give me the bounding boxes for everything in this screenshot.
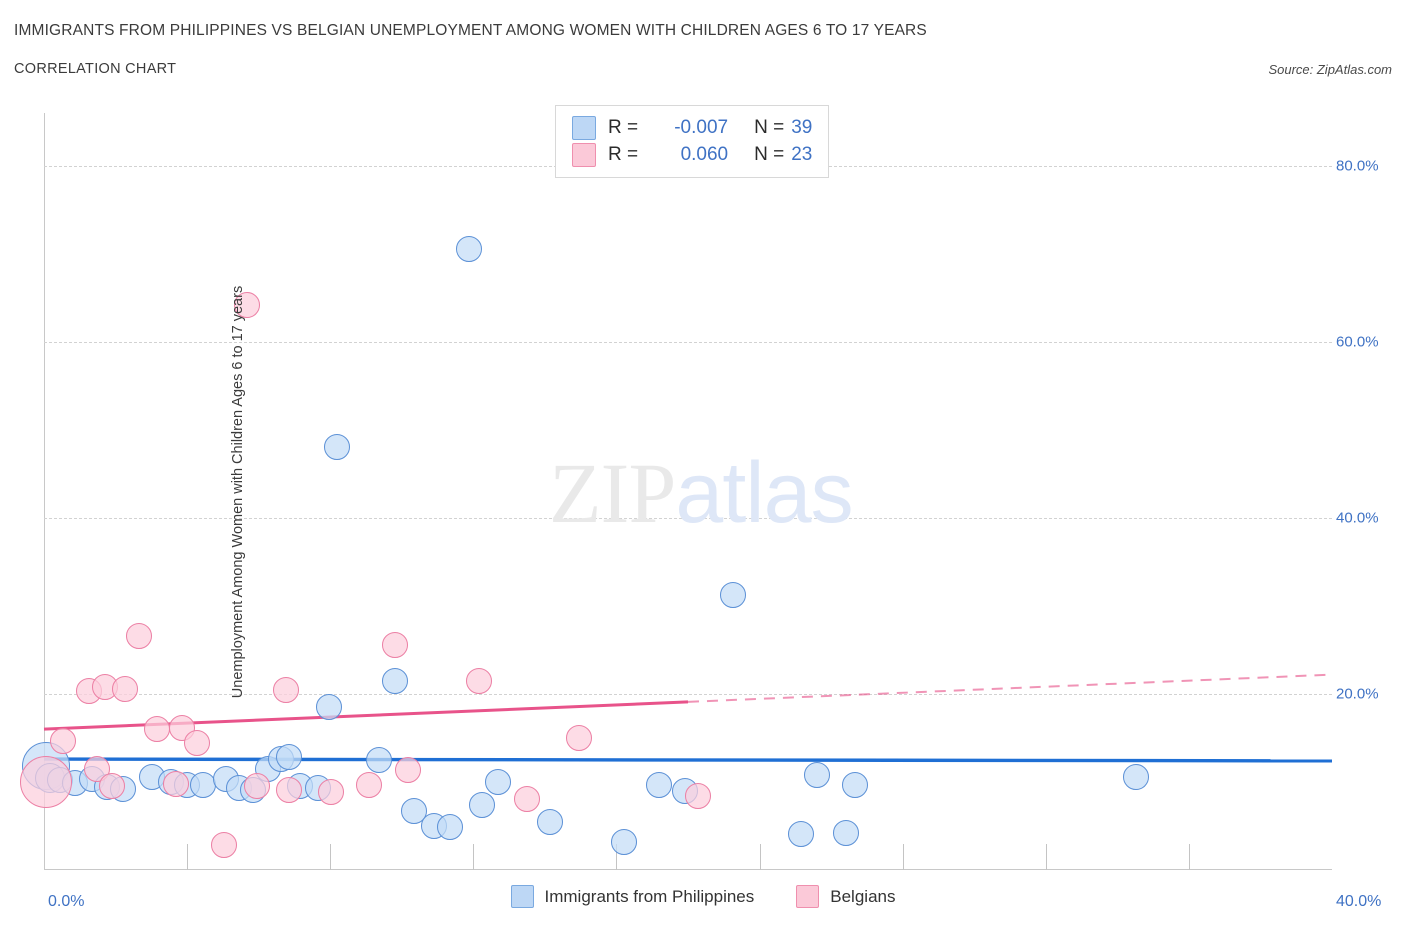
scatter-point[interactable] bbox=[565, 724, 592, 751]
y-axis-line bbox=[44, 113, 45, 870]
plot-area: 20.0% 40.0% 60.0% 80.0% ZIPatlas Unemployme… bbox=[19, 113, 1379, 870]
scatter-point[interactable] bbox=[183, 730, 210, 757]
scatter-point[interactable] bbox=[125, 622, 152, 649]
scatter-point[interactable] bbox=[842, 771, 869, 798]
r-label-pink: R = bbox=[608, 143, 639, 165]
scatter-point[interactable] bbox=[720, 582, 747, 609]
scatter-point[interactable] bbox=[468, 791, 495, 818]
scatter-point[interactable] bbox=[803, 761, 830, 788]
stat-row-pink: R = 0.060 N = 23 bbox=[572, 141, 812, 168]
series-legend-item-philippines[interactable]: Immigrants from Philippines bbox=[510, 885, 755, 908]
scatter-point[interactable] bbox=[485, 768, 512, 795]
scatter-point[interactable] bbox=[381, 667, 408, 694]
n-value-blue: 39 bbox=[791, 116, 813, 138]
gridline bbox=[44, 341, 1332, 343]
scatter-point[interactable] bbox=[272, 677, 299, 704]
x-axis-tick bbox=[187, 844, 189, 870]
scatter-point[interactable] bbox=[233, 291, 260, 318]
r-value-pink: 0.060 bbox=[680, 143, 729, 165]
scatter-point[interactable] bbox=[315, 694, 342, 721]
scatter-point[interactable] bbox=[98, 773, 125, 800]
scatter-point[interactable] bbox=[610, 828, 637, 855]
x-axis-tick bbox=[473, 844, 475, 870]
trend-line-belgians-solid bbox=[43, 700, 689, 731]
y-axis-tick-label: 80.0% bbox=[1336, 157, 1379, 175]
legend-swatch-philippines bbox=[572, 115, 596, 140]
scatter-point[interactable] bbox=[19, 755, 72, 808]
scatter-point[interactable] bbox=[514, 785, 540, 812]
scatter-point[interactable] bbox=[111, 675, 138, 702]
scatter-point[interactable] bbox=[163, 770, 190, 797]
scatter-point[interactable] bbox=[684, 783, 711, 810]
page-title: IMMIGRANTS FROM PHILIPPINES VS BELGIAN U… bbox=[14, 22, 927, 39]
scatter-point[interactable] bbox=[275, 776, 302, 803]
x-axis-line bbox=[44, 869, 1332, 870]
scatter-point[interactable] bbox=[394, 756, 421, 783]
scatter-point[interactable] bbox=[243, 773, 270, 800]
scatter-point[interactable] bbox=[1122, 763, 1149, 790]
scatter-point[interactable] bbox=[275, 744, 302, 771]
scatter-point[interactable] bbox=[356, 771, 383, 798]
n-label-blue: N = bbox=[754, 116, 785, 138]
y-axis-title: Unemployment Among Women with Children A… bbox=[230, 285, 247, 698]
y-axis-tick-label: 60.0% bbox=[1336, 333, 1379, 351]
scatter-point[interactable] bbox=[211, 832, 238, 859]
x-axis-tick bbox=[759, 844, 761, 870]
trend-line-belgians-dashed bbox=[687, 673, 1333, 703]
scatter-point[interactable] bbox=[465, 667, 492, 694]
n-label-pink: N = bbox=[754, 143, 785, 165]
x-axis-min-label: 0.0% bbox=[48, 893, 85, 910]
scatter-point[interactable] bbox=[324, 434, 351, 461]
source-attribution: Source: ZipAtlas.com bbox=[1268, 62, 1392, 77]
gridline bbox=[44, 517, 1332, 519]
x-axis-max-label: 40.0% bbox=[1336, 893, 1382, 910]
scatter-point[interactable] bbox=[401, 798, 428, 825]
scatter-point[interactable] bbox=[787, 820, 814, 847]
scatter-point[interactable] bbox=[143, 716, 170, 743]
scatter-point[interactable] bbox=[646, 772, 673, 799]
y-axis-tick-label: 40.0% bbox=[1336, 509, 1379, 527]
series-label-philippines: Immigrants from Philippines bbox=[544, 886, 755, 906]
x-axis-tick bbox=[902, 844, 904, 870]
series-swatch-philippines bbox=[510, 885, 534, 908]
n-value-pink: 23 bbox=[791, 143, 813, 165]
x-axis-tick bbox=[1045, 844, 1047, 870]
scatter-point[interactable] bbox=[832, 820, 859, 847]
legend-swatch-belgians bbox=[572, 142, 596, 167]
scatter-point[interactable] bbox=[436, 813, 463, 840]
series-legend: Immigrants from Philippines Belgians bbox=[0, 885, 1406, 908]
series-legend-item-belgians[interactable]: Belgians bbox=[796, 885, 895, 908]
y-axis-tick-label: 20.0% bbox=[1336, 685, 1379, 703]
scatter-point[interactable] bbox=[190, 772, 217, 799]
r-value-blue: -0.007 bbox=[674, 116, 729, 138]
x-axis-tick bbox=[330, 844, 332, 870]
scatter-point[interactable] bbox=[317, 778, 344, 805]
page-subtitle: CORRELATION CHART bbox=[14, 61, 177, 77]
x-axis-tick bbox=[1188, 844, 1190, 870]
scatter-point[interactable] bbox=[456, 236, 483, 263]
scatter-point[interactable] bbox=[365, 746, 392, 773]
trend-line-philippines bbox=[43, 757, 1333, 763]
scatter-point[interactable] bbox=[536, 808, 563, 835]
scatter-point[interactable] bbox=[381, 631, 408, 658]
series-label-belgians: Belgians bbox=[830, 886, 896, 906]
correlation-stats-legend: R = -0.007 N = 39 R = 0.060 N = 23 bbox=[555, 105, 830, 178]
stat-row-blue: R = -0.007 N = 39 bbox=[572, 114, 812, 141]
x-axis-tick bbox=[616, 844, 618, 870]
r-label-blue: R = bbox=[608, 116, 639, 138]
scatter-point[interactable] bbox=[50, 728, 77, 755]
series-swatch-belgians bbox=[796, 885, 820, 908]
gridline bbox=[44, 693, 1332, 695]
